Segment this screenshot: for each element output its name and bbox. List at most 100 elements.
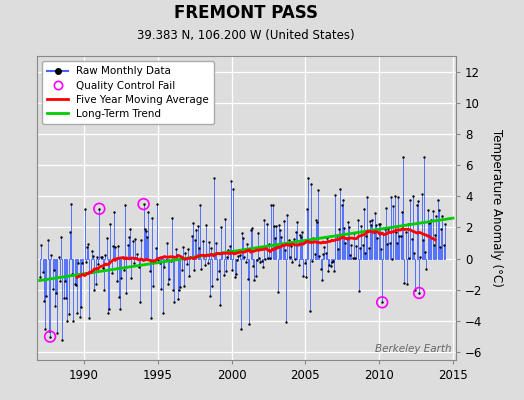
- Point: [143, 234, 151, 240]
- Point: [249, 263, 257, 270]
- Point: [161, 256, 170, 263]
- Point: [426, 218, 434, 225]
- Point: [387, 194, 395, 201]
- Point: [85, 315, 94, 321]
- Point: [259, 263, 267, 270]
- Point: [182, 261, 191, 268]
- Point: [207, 244, 215, 251]
- Point: [40, 298, 48, 304]
- Point: [278, 241, 287, 247]
- Point: [42, 292, 51, 299]
- Point: [196, 202, 204, 208]
- Point: [280, 218, 288, 224]
- Point: [287, 243, 296, 250]
- Point: [148, 215, 156, 222]
- Point: [296, 232, 304, 238]
- Point: [315, 253, 324, 259]
- Point: [137, 237, 145, 243]
- Point: [314, 187, 322, 193]
- Point: [202, 222, 211, 229]
- Point: [160, 264, 169, 270]
- Point: [266, 255, 275, 262]
- Point: [168, 215, 176, 221]
- Point: [309, 235, 318, 242]
- Point: [77, 304, 85, 310]
- Point: [379, 231, 388, 237]
- Point: [150, 258, 159, 265]
- Point: [115, 294, 123, 300]
- Point: [111, 244, 119, 250]
- Point: [238, 230, 246, 236]
- Point: [418, 191, 426, 197]
- Point: [350, 230, 358, 236]
- Point: [324, 268, 332, 274]
- Point: [126, 226, 134, 232]
- Point: [139, 201, 148, 207]
- Point: [400, 280, 409, 286]
- Point: [389, 203, 398, 210]
- Point: [294, 262, 303, 268]
- Point: [305, 308, 314, 314]
- Point: [218, 250, 226, 256]
- Point: [110, 209, 118, 215]
- Point: [139, 201, 148, 207]
- Point: [440, 242, 448, 248]
- Point: [53, 330, 62, 337]
- Point: [67, 201, 75, 207]
- Point: [276, 227, 285, 233]
- Point: [93, 254, 101, 260]
- Point: [142, 228, 150, 234]
- Point: [195, 244, 203, 251]
- Point: [402, 281, 411, 287]
- Point: [398, 209, 406, 215]
- Point: [74, 260, 83, 266]
- Point: [56, 278, 64, 285]
- Point: [433, 197, 442, 204]
- Point: [346, 252, 354, 258]
- Point: [415, 290, 423, 296]
- Point: [59, 294, 68, 301]
- Point: [391, 229, 400, 236]
- Point: [121, 202, 129, 209]
- Point: [383, 241, 391, 247]
- Point: [129, 259, 138, 266]
- Point: [423, 207, 432, 213]
- Point: [420, 154, 428, 160]
- Point: [359, 206, 368, 212]
- Point: [119, 267, 128, 273]
- Point: [100, 287, 108, 294]
- Point: [112, 278, 121, 284]
- Point: [268, 202, 277, 208]
- Point: [289, 235, 298, 242]
- Point: [117, 275, 126, 282]
- Point: [422, 266, 431, 273]
- Point: [236, 326, 245, 332]
- Point: [285, 236, 293, 243]
- Point: [146, 268, 154, 275]
- Point: [233, 257, 241, 264]
- Point: [292, 228, 300, 235]
- Point: [193, 223, 202, 230]
- Point: [118, 254, 127, 260]
- Point: [107, 270, 116, 276]
- Point: [72, 282, 80, 288]
- Point: [131, 236, 139, 242]
- Point: [413, 198, 422, 204]
- Point: [351, 255, 359, 261]
- Point: [165, 276, 173, 282]
- Point: [223, 254, 232, 260]
- Point: [48, 285, 57, 292]
- Point: [175, 286, 183, 293]
- Point: [260, 217, 268, 223]
- Point: [116, 305, 124, 312]
- Point: [425, 219, 433, 226]
- Point: [385, 240, 394, 246]
- Point: [54, 254, 63, 260]
- Point: [217, 224, 225, 230]
- Point: [133, 250, 141, 257]
- Point: [288, 259, 297, 266]
- Point: [52, 289, 60, 296]
- Point: [345, 224, 353, 230]
- Point: [41, 326, 49, 332]
- Point: [206, 292, 214, 299]
